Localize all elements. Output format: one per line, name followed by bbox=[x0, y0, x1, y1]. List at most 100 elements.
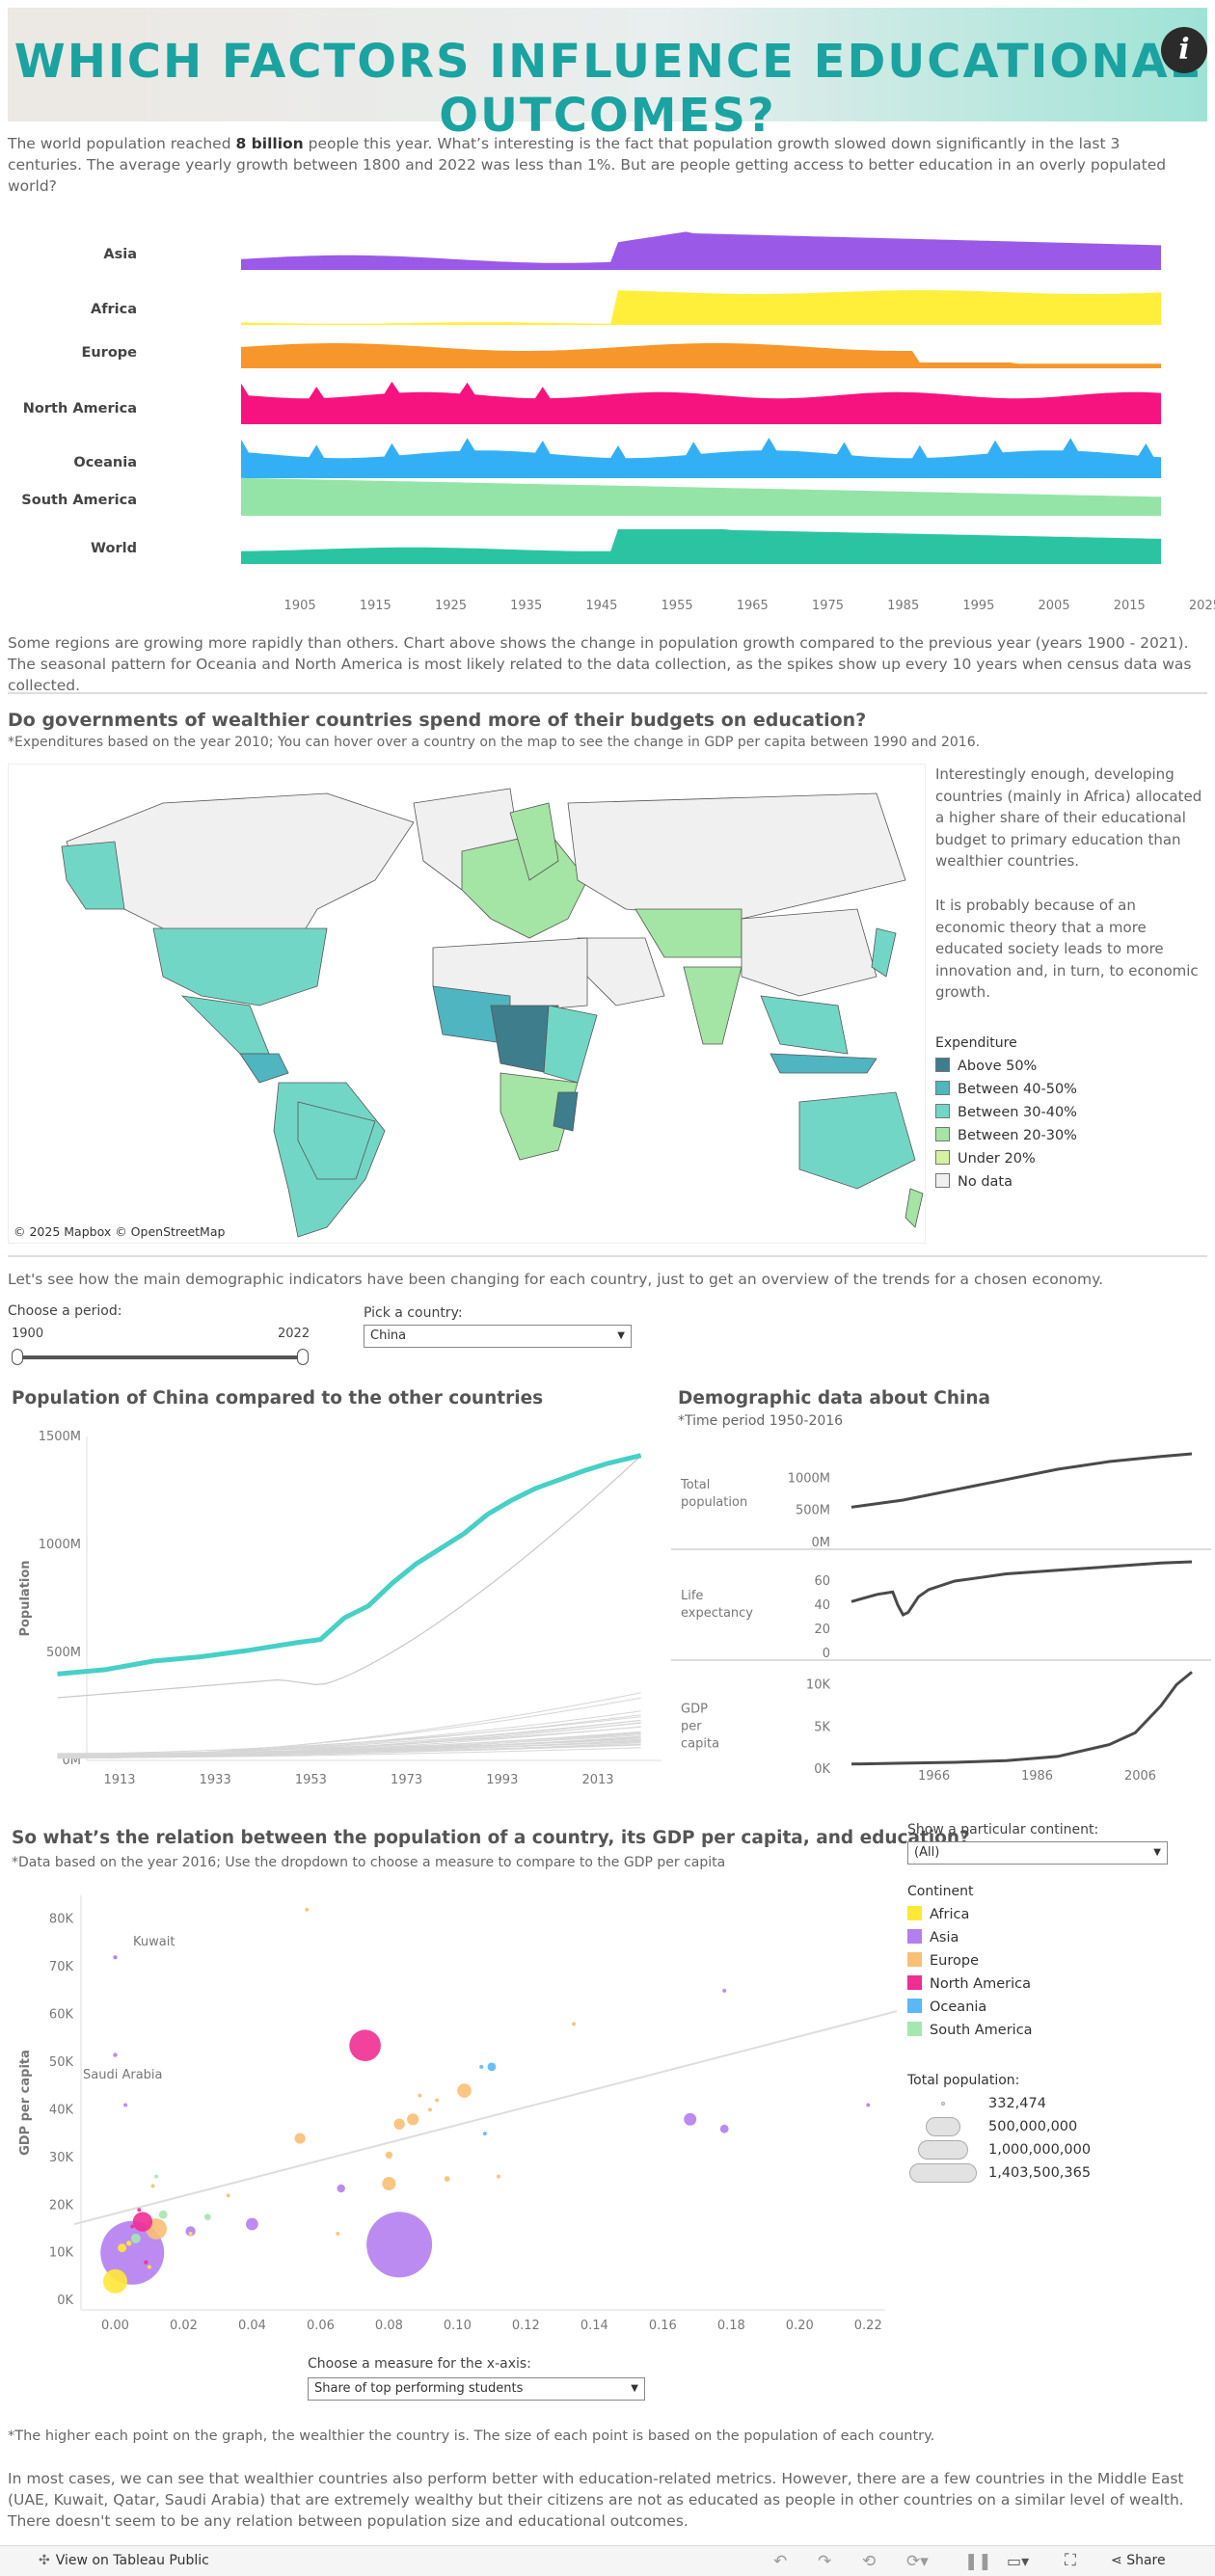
legend-swatch bbox=[907, 1952, 922, 1967]
other-country-line bbox=[57, 1742, 641, 1758]
scatter-point-europe bbox=[226, 2193, 230, 2198]
continent-legend-item[interactable]: South America bbox=[907, 2021, 1177, 2044]
redo-icon[interactable]: ↷ bbox=[818, 2552, 832, 2571]
size-swatch bbox=[907, 2117, 979, 2136]
continent-legend-item[interactable]: North America bbox=[907, 1974, 1177, 1998]
intro-before: The world population reached bbox=[8, 135, 236, 152]
continent-legend-item[interactable]: Oceania bbox=[907, 1998, 1177, 2021]
size-swatch bbox=[907, 2163, 979, 2183]
scatter-point-europe bbox=[428, 2107, 432, 2112]
continent-legend-item[interactable]: Europe bbox=[907, 1951, 1177, 1974]
scatter-point-asia bbox=[866, 2103, 871, 2107]
legend-swatch bbox=[935, 1150, 950, 1165]
stream-x-tick: 1935 bbox=[510, 599, 542, 613]
header-banner: WHICH FACTORS INFLUENCE EDUCATIONAL OUTC… bbox=[8, 8, 1207, 143]
scatter-point-africa bbox=[126, 2241, 132, 2246]
scatter-point-asia bbox=[684, 2112, 697, 2126]
continent-legend-item[interactable]: Asia bbox=[907, 1928, 1177, 1951]
period-slider-track[interactable] bbox=[14, 1355, 305, 1359]
legend-label: Between 40-50% bbox=[958, 1082, 1077, 1097]
period-slider-end-handle[interactable] bbox=[297, 1349, 309, 1365]
demo-y-tick: 10K bbox=[806, 1678, 831, 1693]
size-swatch bbox=[907, 2140, 979, 2160]
pop-x-tick: 1973 bbox=[391, 1773, 422, 1784]
scatter-point-asia bbox=[366, 2212, 433, 2278]
size-legend-item: 332,474 bbox=[907, 2094, 1197, 2117]
stream-row-label: Asia bbox=[103, 247, 137, 262]
demo-line-1 bbox=[850, 1560, 1193, 1617]
demo-y-tick: 1000M bbox=[788, 1471, 830, 1486]
country-dropdown[interactable]: China ▼ bbox=[364, 1325, 632, 1348]
map-region-india bbox=[683, 966, 742, 1045]
continent-legend-item[interactable]: Africa bbox=[907, 1905, 1177, 1928]
continent-legend-items: Africa Asia Europe North America Oceania Sout… bbox=[907, 1905, 1177, 2044]
stream-x-tick: 2015 bbox=[1114, 599, 1146, 613]
scatter-y-tick: 60K bbox=[49, 2008, 74, 2023]
pop-y-tick: 500M bbox=[46, 1646, 81, 1660]
undo-icon[interactable]: ↶ bbox=[773, 2552, 788, 2571]
expenditure-legend-items: Above 50% Between 40-50% Between 30-40% Bet… bbox=[935, 1057, 1176, 1195]
stream-x-tick: 1915 bbox=[360, 599, 392, 613]
gdp-scatter-chart[interactable]: 80K 70K 60K 50K 40K 30K 20K 10K 0K 0.00 0.02 0.04 0.… bbox=[0, 1886, 897, 2339]
revert-icon[interactable]: ⟲ bbox=[862, 2552, 877, 2571]
pop-x-tick: 1953 bbox=[295, 1773, 327, 1784]
scatter-point-europe bbox=[393, 2118, 405, 2130]
fullscreen-icon[interactable]: ⛶ bbox=[1065, 2551, 1076, 2570]
scatter-point-north-america bbox=[137, 2208, 142, 2213]
map-attribution[interactable]: © 2025 Mapbox © OpenStreetMap bbox=[14, 1224, 226, 1239]
country-dropdown-value: China bbox=[370, 1328, 407, 1343]
device-preview-icon[interactable]: ▭▾ bbox=[1007, 2552, 1030, 2570]
legend-swatch bbox=[907, 1975, 922, 1990]
pop-x-tick: 1913 bbox=[103, 1773, 135, 1784]
scatter-point-asia bbox=[113, 2053, 118, 2057]
legend-swatch bbox=[907, 1999, 922, 2013]
expenditure-legend-item[interactable]: Between 20-30% bbox=[935, 1126, 1176, 1149]
pop-y-tick: 1500M bbox=[39, 1430, 81, 1444]
intro-text: The world population reached 8 billion p… bbox=[8, 133, 1194, 197]
demo-x-tick: 2006 bbox=[1124, 1769, 1156, 1784]
expenditure-legend-item[interactable]: Under 20% bbox=[935, 1149, 1176, 1172]
population-growth-ridge-chart[interactable]: Asia Africa Europe North America Oceania Sout… bbox=[0, 193, 1215, 627]
scatter-y-tick: 30K bbox=[49, 2151, 74, 2165]
scatter-point-asia bbox=[337, 2184, 345, 2193]
stream-area-north-america bbox=[241, 381, 1161, 424]
x-measure-dropdown[interactable]: Share of top performing students ▼ bbox=[308, 2377, 645, 2401]
scatter-point-europe bbox=[294, 2133, 306, 2144]
size-legend-item: 1,403,500,365 bbox=[907, 2163, 1197, 2187]
continent-filter-dropdown[interactable]: (All) ▼ bbox=[907, 1841, 1168, 1865]
continent-legend-title: Continent bbox=[907, 1884, 974, 1899]
demo-y-tick: 0M bbox=[812, 1536, 831, 1550]
expenditure-legend-item[interactable]: Above 50% bbox=[935, 1057, 1176, 1080]
scatter-point-europe bbox=[497, 2174, 500, 2179]
world-map[interactable] bbox=[8, 764, 926, 1244]
scatter-point-south-america bbox=[154, 2174, 159, 2179]
legend-swatch bbox=[935, 1081, 950, 1095]
expenditure-legend-item[interactable]: Between 40-50% bbox=[935, 1080, 1176, 1103]
period-slider-start-handle[interactable] bbox=[12, 1349, 23, 1365]
scatter-x-tick: 0.06 bbox=[307, 2319, 335, 2333]
demographic-small-multiples[interactable]: Total population 1000M 500M 0M Life expectancy… bbox=[671, 1436, 1211, 1784]
expenditure-legend-item[interactable]: Between 30-40% bbox=[935, 1103, 1176, 1126]
info-icon[interactable]: i bbox=[1161, 27, 1207, 73]
intro-after: people this year. What’s interesting is … bbox=[8, 135, 1167, 195]
pause-icon[interactable]: ❚❚ bbox=[964, 2552, 992, 2571]
view-on-tableau-link[interactable]: ✣ View on Tableau Public bbox=[39, 2553, 209, 2568]
stream-x-tick: 1995 bbox=[962, 599, 994, 613]
scatter-y-tick: 50K bbox=[49, 2055, 74, 2070]
expenditure-legend-item[interactable]: No data bbox=[935, 1172, 1176, 1195]
map-region-central-asia bbox=[634, 908, 742, 958]
share-button[interactable]: ⋖ Share bbox=[1111, 2553, 1166, 2568]
pop-x-tick: 1933 bbox=[200, 1773, 231, 1784]
view-on-tableau-label: View on Tableau Public bbox=[55, 2553, 209, 2568]
legend-swatch bbox=[907, 1906, 922, 1920]
scatter-y-tick: 80K bbox=[49, 1913, 74, 1927]
legend-label: South America bbox=[930, 2023, 1033, 2038]
tableau-footer: ✣ View on Tableau Public ↶ ↷ ⟲ ⟳▾ ❚❚ ▭▾ ⛶… bbox=[0, 2545, 1215, 2576]
other-country-line bbox=[57, 1744, 641, 1758]
scatter-point-europe bbox=[407, 2113, 419, 2126]
size-label: 500,000,000 bbox=[988, 2119, 1078, 2134]
refresh-icon[interactable]: ⟳▾ bbox=[906, 2552, 929, 2571]
annotation-kuwait: Kuwait bbox=[133, 1935, 175, 1949]
map-region-united-states bbox=[152, 927, 328, 1006]
